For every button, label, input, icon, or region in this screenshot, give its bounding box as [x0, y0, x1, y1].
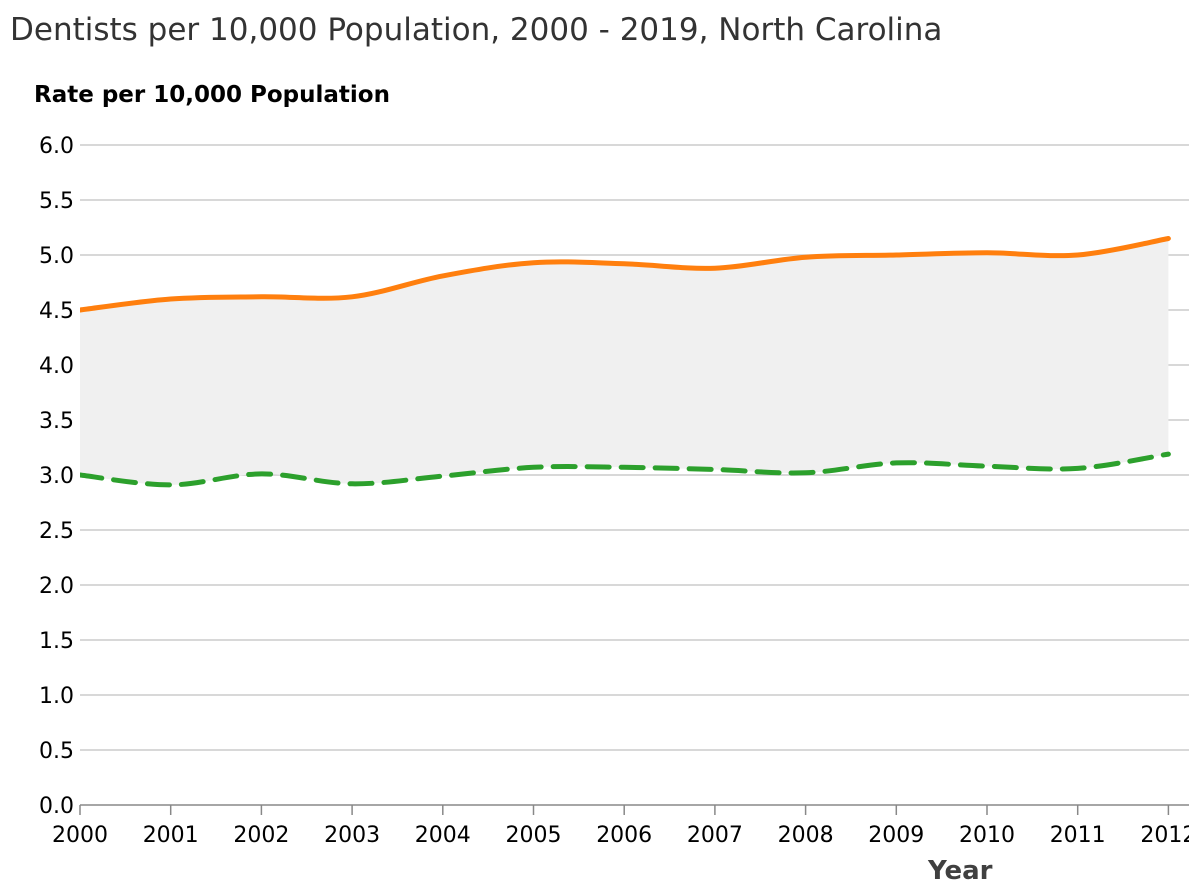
y-tick-label: 5.0	[39, 244, 74, 269]
y-tick-label: 4.0	[39, 354, 74, 379]
y-axis-title: Rate per 10,000 Population	[34, 82, 390, 108]
x-axis-title: Year	[928, 856, 993, 886]
x-tick-label: 2011	[1050, 823, 1106, 848]
chart-title: Dentists per 10,000 Population, 2000 - 2…	[10, 12, 943, 48]
x-tick-label: 2010	[959, 823, 1015, 848]
y-tick-label: 2.0	[39, 574, 74, 599]
y-tick-label: 6.0	[39, 134, 74, 159]
y-tick-label: 1.5	[39, 629, 74, 654]
x-tick-label: 2000	[52, 823, 108, 848]
y-tick-labels: 0.0 0.5 1.0 1.5 2.0 2.5 3.0 3.5 4.0 4.5 5.0 5.5 6.0	[39, 134, 74, 819]
y-tick-label: 3.0	[39, 464, 74, 489]
series-lines	[80, 236, 1171, 488]
series-line-2	[80, 451, 1171, 488]
x-tick-label: 2012	[1140, 823, 1189, 848]
x-tick-label: 2002	[233, 823, 289, 848]
x-tick-label: 2007	[687, 823, 743, 848]
series-line-1	[80, 236, 1171, 313]
y-tick-label: 2.5	[39, 519, 74, 544]
x-tick-label: 2006	[596, 823, 652, 848]
y-tick-label: 0.5	[39, 739, 74, 764]
x-tick-label: 2004	[415, 823, 471, 848]
y-tick-label: 3.5	[39, 409, 74, 434]
y-tick-label: 5.5	[39, 189, 74, 214]
x-axis	[79, 804, 1189, 815]
x-tick-labels: 2000 2001 2002 2003 2004 2005 2006 2007 2008 2009…	[52, 823, 1189, 848]
band-area	[80, 238, 1169, 485]
y-tick-label: 1.0	[39, 684, 74, 709]
band-fill	[80, 238, 1169, 485]
x-tick-label: 2003	[324, 823, 380, 848]
x-tick-label: 2008	[778, 823, 834, 848]
y-tick-label: 0.0	[39, 794, 74, 819]
x-tick-label: 2001	[143, 823, 199, 848]
x-tick-label: 2005	[506, 823, 562, 848]
x-tick-label: 2009	[868, 823, 924, 848]
y-tick-label: 4.5	[39, 299, 74, 324]
